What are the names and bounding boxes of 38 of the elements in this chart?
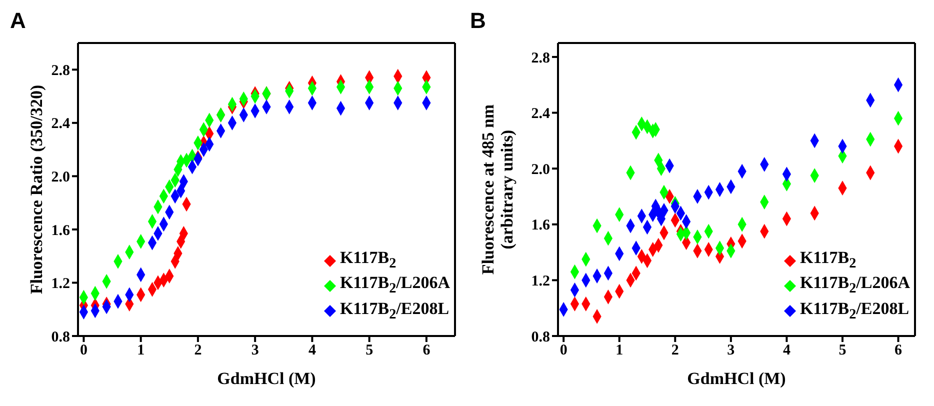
x-tick-label: 6	[894, 342, 903, 359]
x-tick-label: 6	[422, 342, 431, 359]
x-tick-label: 1	[137, 342, 145, 359]
y-tick-label: 1.6	[51, 222, 70, 239]
legend-label: K117B$_{2}$	[800, 248, 856, 274]
x-tick-label: 3	[727, 342, 735, 359]
y-tick-label: 2.8	[531, 50, 550, 66]
x-axis-title: GdmHCl (M)	[217, 369, 316, 388]
y-tick-label: 0.8	[531, 329, 550, 346]
y-tick-label: 0.8	[51, 329, 70, 346]
x-axis-title: GdmHCl (M)	[687, 369, 786, 388]
x-tick-label: 0	[80, 342, 88, 359]
legend-label: K117B$_{2}$/E208L	[340, 298, 450, 324]
y-tick-label: 2.0	[51, 170, 70, 186]
x-tick-label: 5	[838, 342, 846, 359]
x-tick-label: 2	[671, 342, 679, 359]
y-tick-label: 2.0	[531, 162, 550, 178]
y-axis-title: Fluorescence at 485 nm (arbitrary units)	[478, 104, 516, 275]
y-tick-label: 1.2	[51, 276, 70, 292]
x-tick-label: 3	[251, 342, 259, 359]
x-tick-label: 0	[560, 342, 568, 359]
chart-title: A	[10, 8, 26, 34]
y-tick-label: 2.8	[51, 62, 70, 79]
x-tick-label: 4	[782, 342, 791, 359]
chart-title: B	[470, 8, 486, 34]
legend-label: K117B$_{2}$/L206A	[800, 273, 910, 299]
legend-label: K117B$_{2}$/L206A	[340, 273, 450, 299]
y-tick-label: 2.4	[51, 116, 70, 132]
x-tick-label: 5	[366, 342, 374, 359]
x-tick-label: 4	[308, 342, 316, 359]
legend-label: K117B$_{2}$/E208L	[800, 298, 910, 324]
y-axis-title: Fluorescence Ratio (350/320)	[27, 84, 46, 294]
x-tick-label: 2	[194, 342, 202, 359]
legend-label: K117B$_{2}$	[340, 248, 396, 274]
y-tick-label: 2.4	[531, 106, 550, 122]
y-tick-label: 1.6	[531, 218, 550, 234]
x-tick-label: 1	[616, 342, 624, 359]
y-tick-label: 1.2	[531, 274, 550, 290]
